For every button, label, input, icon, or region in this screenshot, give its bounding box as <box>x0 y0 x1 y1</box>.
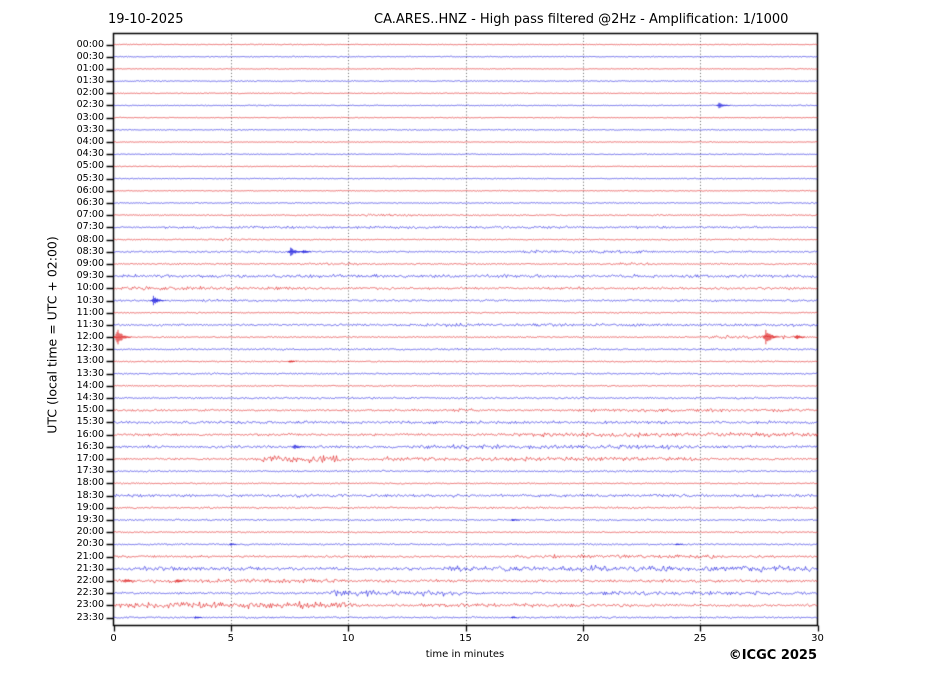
y-tick-label: 22:00 <box>76 574 104 586</box>
y-tick-label: 19:30 <box>76 513 104 525</box>
y-tick-label: 20:30 <box>76 538 104 550</box>
y-tick-label: 20:00 <box>76 526 104 538</box>
y-tick-label: 11:30 <box>76 318 104 330</box>
y-tick-label: 19:00 <box>76 501 104 513</box>
y-tick-label: 02:00 <box>76 87 104 99</box>
y-tick-label: 13:00 <box>76 355 104 367</box>
y-tick-label: 12:30 <box>76 343 104 355</box>
y-tick-label: 01:30 <box>76 75 104 87</box>
y-tick-label: 06:30 <box>76 196 104 208</box>
x-tick-label: 0 <box>110 633 117 644</box>
y-tick-label: 00:00 <box>76 38 104 50</box>
y-tick-label: 17:00 <box>76 453 104 464</box>
y-tick-label: 06:00 <box>76 184 104 196</box>
y-tick-label: 18:00 <box>76 477 104 489</box>
y-tick-label: 21:00 <box>76 550 104 562</box>
y-tick-label: 07:30 <box>76 221 104 233</box>
y-tick-label: 11:00 <box>76 306 104 318</box>
x-axis-label: time in minutes <box>425 649 505 660</box>
y-tick-label: 04:00 <box>76 136 104 148</box>
y-tick-label: 08:00 <box>76 233 104 245</box>
y-tick-label: 12:00 <box>76 331 104 343</box>
x-tick-label: 5 <box>227 633 235 644</box>
y-tick-label: 14:00 <box>76 379 104 391</box>
y-tick-label: 21:30 <box>76 562 104 574</box>
y-tick-label: 22:30 <box>76 587 104 599</box>
x-tick-label: 20 <box>576 633 590 644</box>
y-tick-label: 17:30 <box>76 465 104 477</box>
y-tick-label: 09:30 <box>76 270 104 282</box>
y-tick-label: 10:00 <box>76 282 104 294</box>
y-tick-label: 07:00 <box>76 209 104 221</box>
y-tick-label: 05:30 <box>76 172 104 184</box>
x-tick-label: 25 <box>693 633 707 644</box>
y-tick-label: 23:00 <box>76 599 104 611</box>
y-tick-label: 13:30 <box>76 367 104 379</box>
y-tick-label: 03:00 <box>76 111 104 123</box>
y-tick-label: 04:30 <box>76 148 104 160</box>
x-tick-label: 10 <box>341 633 355 644</box>
y-tick-label: 14:30 <box>76 392 104 404</box>
y-tick-label: 05:00 <box>76 160 104 172</box>
y-tick-label: 02:30 <box>76 99 104 111</box>
y-tick-label: 01:00 <box>76 62 104 74</box>
y-tick-label: 03:30 <box>76 123 104 135</box>
y-tick-label: 08:30 <box>76 245 104 257</box>
y-tick-label: 18:30 <box>76 489 104 501</box>
y-tick-label: 15:30 <box>76 416 104 428</box>
y-tick-label: 15:00 <box>76 404 104 416</box>
y-tick-label: 10:30 <box>76 294 104 306</box>
y-tick-label: 09:00 <box>76 257 104 269</box>
x-tick-label: 30 <box>811 633 824 644</box>
copyright-label: ©ICGC 2025 <box>728 648 817 663</box>
y-tick-label: 23:30 <box>76 611 104 623</box>
y-tick-label: 16:30 <box>76 440 104 452</box>
x-tick-label: 15 <box>459 633 472 644</box>
y-tick-label: 00:30 <box>76 50 104 62</box>
y-tick-label: 16:00 <box>76 428 104 440</box>
